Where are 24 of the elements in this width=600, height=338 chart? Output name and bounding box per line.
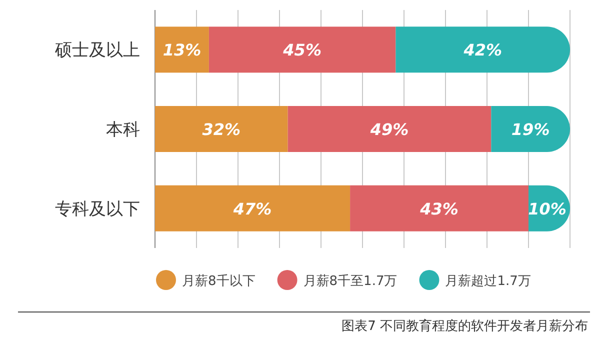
data-label: 49%	[369, 120, 409, 139]
legend-label: 月薪8千至1.7万	[303, 274, 398, 289]
y-tick-label: 专科及以下	[55, 199, 140, 220]
data-label: 47%	[232, 199, 272, 218]
legend-label: 月薪超过1.7万	[445, 274, 531, 289]
data-label: 43%	[419, 199, 458, 218]
bar	[396, 26, 570, 73]
legend-label: 月薪8千以下	[182, 274, 256, 289]
data-label: 45%	[282, 40, 322, 60]
data-label: 32%	[202, 120, 241, 139]
data-label: 19%	[511, 120, 550, 139]
bar	[208, 26, 396, 73]
data-label: 10%	[528, 199, 566, 218]
bar	[288, 106, 492, 152]
bar	[491, 106, 570, 152]
bar	[155, 106, 288, 152]
bar	[350, 185, 528, 232]
data-label: 13%	[162, 40, 202, 60]
bar	[155, 185, 350, 232]
bar	[155, 26, 209, 73]
text: 图表7 不同教育程度的软件开发者月薪分布	[342, 318, 588, 334]
y-tick-label: 本科	[106, 120, 140, 140]
data-label: 42%	[462, 40, 502, 60]
y-tick-label: 硕士及以上	[54, 40, 140, 61]
